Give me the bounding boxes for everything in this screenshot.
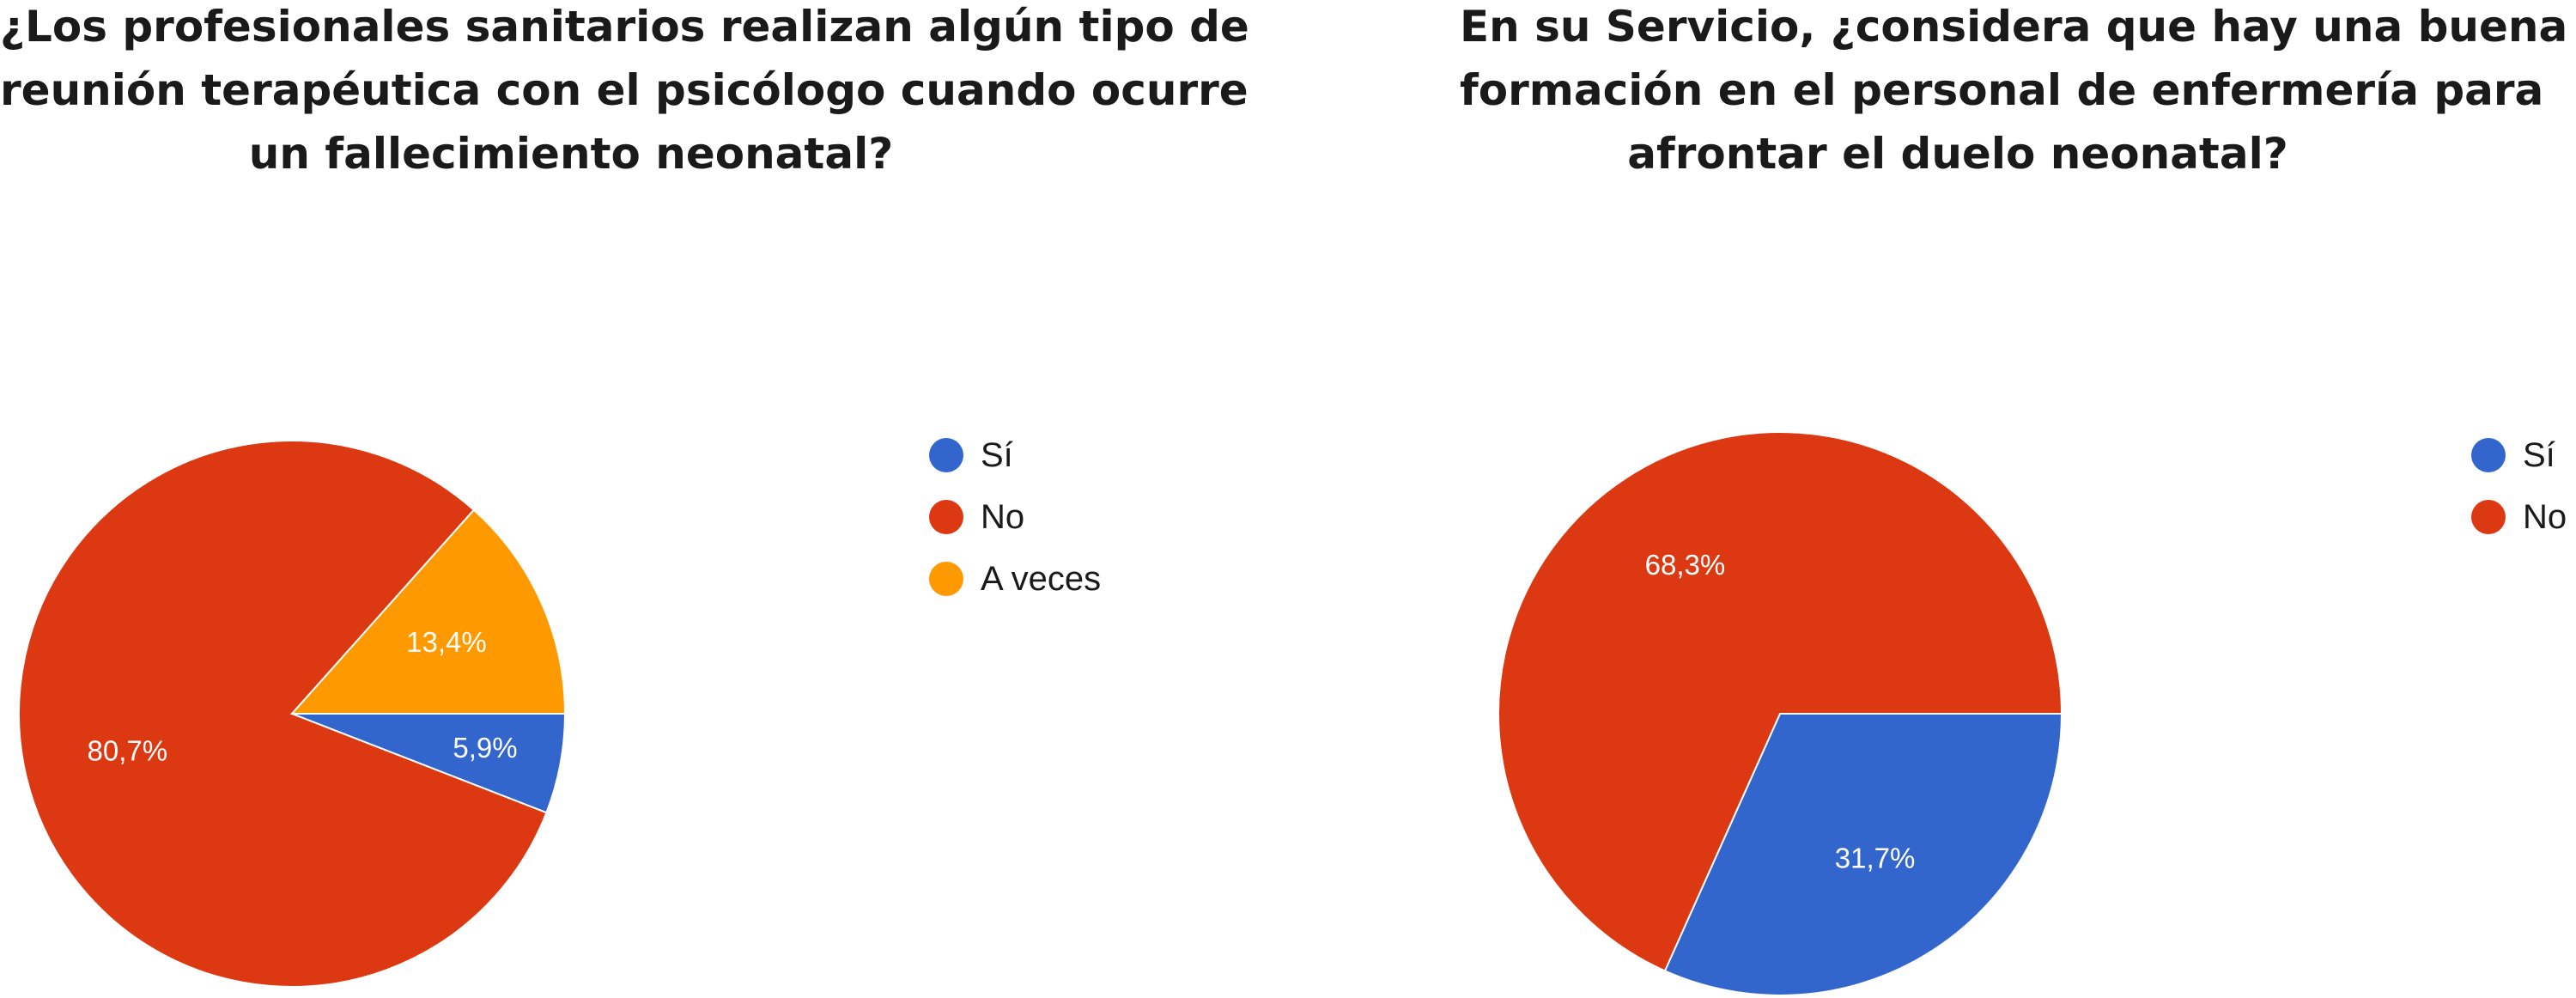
pie-slice-label-right-0: 31,7% — [1835, 842, 1916, 873]
chart-title-left-line-3: un fallecimiento neonatal? — [248, 129, 894, 179]
chart-title-left-line-1: ¿Los profesionales sanitarios realizan a… — [0, 2, 1249, 52]
pie-chart-left: 5,9% 80,7% 13,4% — [18, 440, 567, 988]
pie-slice-right-0 — [1663, 713, 2063, 996]
legend-label-right-0: Sí — [2523, 435, 2555, 474]
pie-slice-left-2 — [289, 508, 567, 715]
legend-label-left-0: Sí — [981, 435, 1013, 474]
legend-item-right-1: No — [2471, 486, 2567, 548]
legend-item-right-0: Sí — [2471, 424, 2567, 486]
chart-title-right-line-1: En su Servicio, ¿considera que hay una b… — [1460, 2, 2568, 52]
legend-item-left-0: Sí — [929, 424, 1101, 486]
pie-slice-label-right-1: 68,3% — [1645, 549, 1726, 581]
legend-item-left-1: No — [929, 486, 1101, 548]
legend-right: Sí No — [2471, 424, 2567, 548]
legend-swatch-left-2 — [929, 562, 963, 596]
legend-label-right-1: No — [2523, 497, 2567, 536]
pie-chart-right: 31,7% 68,3% — [1498, 431, 2063, 996]
chart-title-right-line-2: formación en el personal de enfermería p… — [1460, 65, 2544, 115]
legend-item-left-2: A veces — [929, 548, 1101, 610]
legend-label-left-2: A veces — [981, 559, 1102, 598]
chart-title-right-line-3: afrontar el duelo neonatal? — [1627, 129, 2288, 179]
pie-slice-label-left-2: 13,4% — [406, 626, 487, 658]
legend-swatch-right-0 — [2471, 438, 2506, 472]
legend-swatch-left-1 — [929, 500, 963, 534]
chart-title-right: En su Servicio, ¿considera que hay una b… — [1460, 0, 2568, 186]
pie-slice-left-1 — [18, 440, 548, 988]
pie-slice-label-left-1: 80,7% — [88, 735, 168, 767]
legend-swatch-left-0 — [929, 438, 963, 472]
chart-title-left-line-2: reunión terapéutica con el psicólogo cua… — [0, 65, 1249, 115]
pie-slice-label-left-0: 5,9% — [453, 732, 517, 764]
chart-title-left: ¿Los profesionales sanitarios realizan a… — [0, 0, 1249, 186]
legend-label-left-1: No — [981, 497, 1025, 536]
legend-left: Sí No A veces — [929, 424, 1101, 610]
pie-slice-right-1 — [1498, 431, 2063, 972]
legend-swatch-right-1 — [2471, 500, 2506, 534]
